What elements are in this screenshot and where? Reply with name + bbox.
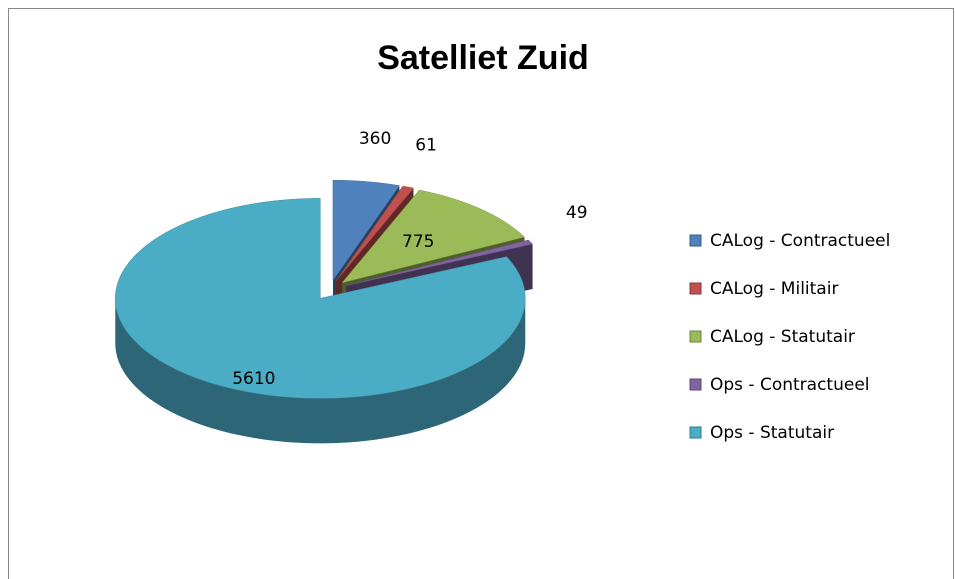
chart-title: Satelliet Zuid [377, 39, 589, 77]
slice [115, 198, 526, 399]
legend-label: CALog - Statutair [710, 327, 855, 347]
legend-label: Ops - Statutair [710, 423, 834, 443]
slice [332, 179, 400, 282]
value-label: 61 [415, 136, 437, 156]
legend-swatch [689, 426, 702, 439]
legend-swatch [689, 330, 702, 343]
slice [341, 189, 526, 284]
slice [346, 239, 534, 286]
legend-swatch [689, 234, 702, 247]
slice [336, 185, 414, 281]
value-label: 5610 [232, 369, 275, 389]
legend-label: Ops - Contractueel [710, 375, 870, 395]
value-label: 49 [566, 203, 588, 223]
value-label: 775 [402, 232, 434, 252]
legend-label: CALog - Contractueel [710, 231, 890, 251]
slice-side [115, 298, 526, 444]
value-label: 360 [359, 129, 391, 149]
legend-label: CALog - Militair [710, 279, 838, 299]
legend-swatch [689, 378, 702, 391]
legend-swatch [689, 282, 702, 295]
